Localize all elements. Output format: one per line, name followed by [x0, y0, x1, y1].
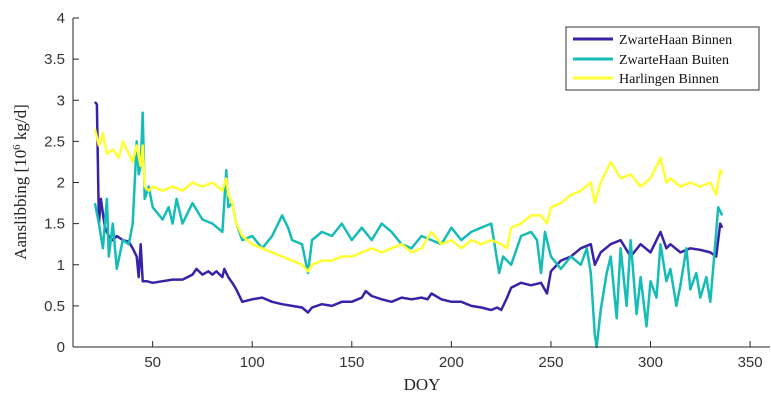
y-axis-title-sup: 6: [11, 144, 23, 150]
x-tick-label: 150: [339, 354, 364, 371]
legend-label-harlingen-binnen: Harlingen Binnen: [619, 72, 719, 87]
series-line-zwartehaan-binnen: [93, 101, 724, 314]
y-tick-label: 1.5: [44, 216, 65, 233]
y-tick-label: 3.5: [44, 51, 65, 68]
series-line-zwartehaan-buiten: [93, 111, 724, 349]
y-tick-label: 0: [57, 339, 65, 356]
y-tick-label: 0.5: [44, 298, 65, 315]
y-tick-label: 4: [57, 10, 65, 27]
x-tick-label: 250: [538, 354, 563, 371]
legend: ZwarteHaan Binnen ZwarteHaan Buiten Harl…: [565, 26, 760, 91]
y-axis-title-main: Aanslibbing [10: [11, 150, 30, 260]
x-tick-label: 200: [439, 354, 464, 371]
legend-label-zwartehaan-buiten: ZwarteHaan Buiten: [619, 53, 729, 68]
x-tick-label: 50: [144, 354, 161, 371]
y-axis-title: Aanslibbing [106 kg/d]: [11, 104, 30, 260]
legend-label-zwartehaan-binnen: ZwarteHaan Binnen: [619, 33, 732, 48]
series-line-harlingen-binnen: [93, 128, 724, 273]
tick-layer: 50 100 150 200 250 300 350 0 0.5 1 1.5 2 2.5 3 3.5 4: [44, 10, 762, 371]
y-axis-title-rest: kg/d]: [11, 104, 30, 144]
y-tick-label: 1: [57, 257, 65, 274]
y-tick-label: 2: [57, 175, 65, 192]
x-tick-label: 350: [738, 354, 763, 371]
y-tick-label: 2.5: [44, 133, 65, 150]
series-layer: [93, 101, 724, 349]
x-tick-label: 300: [638, 354, 663, 371]
y-tick-label: 3: [57, 92, 65, 109]
x-axis-title: DOY: [404, 375, 441, 394]
x-tick-label: 100: [240, 354, 265, 371]
